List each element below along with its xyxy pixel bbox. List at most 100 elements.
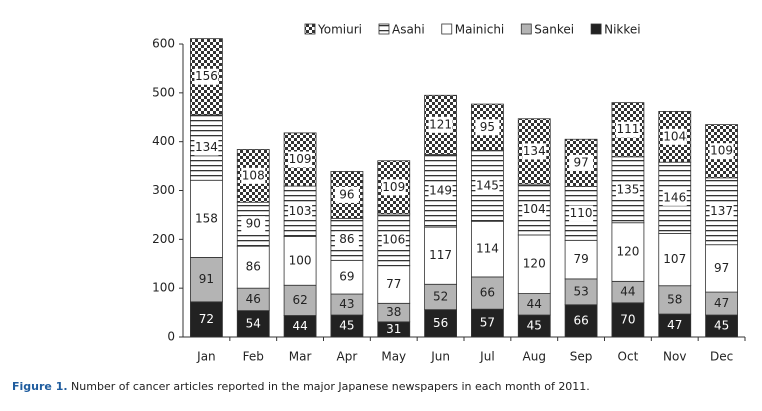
label-box: [381, 179, 406, 196]
data-label: 121: [429, 117, 452, 131]
label-box: [475, 119, 500, 136]
label-box: [381, 231, 406, 248]
data-label: 107: [663, 252, 686, 266]
data-label: 44: [292, 319, 307, 333]
label-box: [709, 143, 734, 160]
bar-segment: [705, 244, 738, 293]
x-tick-label: Apr: [337, 350, 358, 364]
data-label: 52: [433, 289, 448, 303]
data-label: 45: [339, 319, 354, 333]
data-label: 146: [663, 190, 686, 204]
x-tick-label: Dec: [710, 350, 733, 364]
data-label: 70: [620, 312, 635, 326]
caption-label: Figure 1.: [12, 380, 68, 393]
data-label: 134: [195, 140, 218, 154]
data-label: 104: [663, 129, 686, 143]
label-box: [615, 121, 640, 138]
x-tick-label: Jan: [196, 350, 216, 364]
label-box: [569, 154, 594, 171]
data-label: 62: [292, 293, 307, 307]
data-label: 100: [289, 253, 312, 267]
data-label: 86: [339, 232, 354, 246]
bar-segment: [190, 257, 223, 303]
label-box: [334, 186, 359, 203]
data-label: 135: [616, 182, 639, 196]
data-label: 120: [523, 257, 546, 271]
label-box: [522, 201, 547, 218]
legend-swatch: [378, 23, 390, 35]
data-label: 86: [246, 260, 261, 274]
bar-segment: [283, 236, 317, 286]
data-label: 145: [476, 178, 499, 192]
label-box: [615, 181, 640, 198]
legend-label: Yomiuri: [317, 23, 362, 37]
bar-segment: [658, 285, 692, 315]
data-label: 95: [480, 120, 495, 134]
bar-segment: [236, 310, 270, 338]
data-label: 44: [527, 297, 542, 311]
data-label: 53: [573, 284, 588, 298]
label-box: [569, 205, 594, 222]
data-label: 149: [429, 183, 452, 197]
x-tick-label: Sep: [570, 350, 593, 364]
data-label: 58: [667, 292, 682, 306]
data-label: 79: [573, 252, 588, 266]
bar-segment: [330, 259, 364, 295]
label-box: [194, 139, 219, 156]
data-label: 110: [570, 206, 593, 220]
legend-swatch: [441, 23, 453, 35]
data-label: 44: [620, 285, 635, 299]
x-tick-label: Jun: [430, 350, 450, 364]
data-label: 106: [382, 232, 405, 246]
bar-segment: [658, 233, 692, 287]
bar-segment: [190, 179, 223, 258]
x-tick-label: Feb: [243, 350, 264, 364]
bar-segment: [471, 276, 504, 310]
label-box: [475, 177, 500, 194]
y-tick-label: 600: [152, 37, 175, 51]
y-tick-label: 400: [152, 134, 175, 148]
data-label: 54: [246, 316, 261, 330]
label-box: [288, 151, 313, 168]
data-label: 38: [386, 305, 401, 319]
bar-segment: [424, 283, 457, 311]
legend-label: Mainichi: [455, 23, 505, 37]
data-label: 46: [246, 292, 261, 306]
data-label: 56: [433, 316, 448, 330]
bar-segment: [564, 304, 598, 338]
data-label: 120: [616, 245, 639, 259]
bar-segment: [424, 226, 457, 285]
data-label: 66: [480, 286, 495, 300]
legend-swatch: [304, 23, 316, 35]
data-label: 77: [386, 277, 401, 291]
data-label: 109: [710, 144, 733, 158]
bar-segment: [283, 284, 317, 316]
bar-segment: [471, 220, 504, 278]
y-tick-label: 200: [152, 232, 175, 246]
label-box: [662, 128, 687, 145]
data-label: 104: [523, 202, 546, 216]
x-tick-label: Nov: [663, 350, 686, 364]
chart: 0 100 200 300 400 500 600 Jan 72 91 158 134 156 Feb 54…: [152, 23, 746, 364]
legend-label: Asahi: [392, 23, 425, 37]
data-label: 91: [199, 272, 214, 286]
label-box: [194, 68, 219, 85]
data-label: 109: [382, 180, 405, 194]
label-box: [241, 216, 266, 233]
data-label: 96: [339, 187, 354, 201]
data-label: 45: [527, 319, 542, 333]
data-label: 90: [246, 217, 261, 231]
label-box: [428, 182, 453, 199]
bar-segment: [236, 245, 270, 289]
data-label: 111: [616, 122, 639, 136]
data-label: 156: [195, 69, 218, 83]
bar-segment: [424, 309, 457, 338]
data-label: 134: [523, 144, 546, 158]
data-label: 69: [339, 270, 354, 284]
data-label: 97: [573, 155, 588, 169]
data-label: 109: [289, 152, 312, 166]
data-label: 108: [242, 168, 265, 182]
label-box: [334, 231, 359, 248]
y-tick-label: 300: [152, 183, 175, 197]
x-tick-label: Aug: [523, 350, 546, 364]
